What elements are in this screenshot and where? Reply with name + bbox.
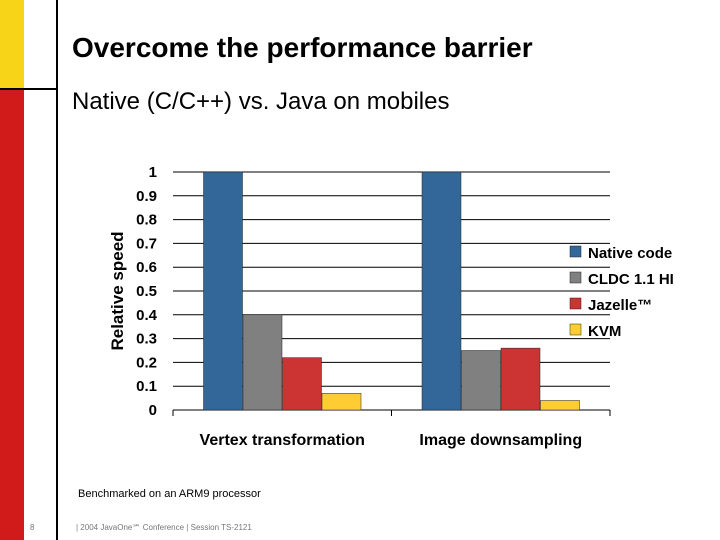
bar	[540, 400, 580, 411]
legend-swatch	[569, 271, 582, 284]
y-tick-label: 0.1	[136, 378, 157, 395]
y-axis-label: Relative speed	[108, 231, 127, 350]
y-tick-label: 0.6	[136, 259, 157, 276]
bar	[282, 357, 322, 411]
legend-swatch	[569, 323, 582, 336]
y-tick-label: 0.3	[136, 331, 157, 348]
y-tick-label: 0	[149, 402, 157, 419]
y-tick-label: 0.9	[136, 188, 157, 205]
y-tick-label: 0.7	[136, 235, 157, 252]
legend-swatch	[569, 297, 582, 310]
y-tick-label: 1	[149, 164, 157, 181]
bar	[500, 347, 541, 411]
slide-subtitle: Native (C/C++) vs. Java on mobiles	[72, 88, 450, 115]
vertical-divider	[56, 0, 58, 540]
slide-title: Overcome the performance barrier	[72, 32, 533, 63]
bar	[242, 314, 283, 411]
red-stripe	[0, 88, 24, 540]
bar	[321, 393, 362, 411]
page-number: 8	[30, 523, 35, 532]
y-tick-label: 0.4	[136, 307, 158, 324]
legend-label: KVM	[588, 323, 621, 340]
legend-label: CLDC 1.1 HI	[588, 271, 674, 288]
y-tick-label: 0.8	[136, 212, 157, 229]
y-tick-label: 0.2	[136, 354, 157, 371]
bar	[461, 350, 501, 411]
bar	[421, 171, 462, 411]
bar	[203, 171, 243, 411]
x-category-label: Image downsampling	[419, 432, 582, 449]
x-category-label: Vertex transformation	[200, 432, 365, 449]
benchmark-note: Benchmarked on an ARM9 processor	[78, 488, 261, 500]
y-tick-label: 0.5	[136, 283, 157, 300]
legend-swatch	[569, 245, 582, 258]
legend-label: Native code	[588, 245, 672, 262]
legend-label: Jazelle™	[588, 297, 652, 314]
yellow-stripe	[0, 0, 24, 88]
footer-text: | 2004 JavaOne℠ Conference | Session TS-…	[76, 523, 252, 532]
horizontal-divider	[0, 88, 56, 90]
